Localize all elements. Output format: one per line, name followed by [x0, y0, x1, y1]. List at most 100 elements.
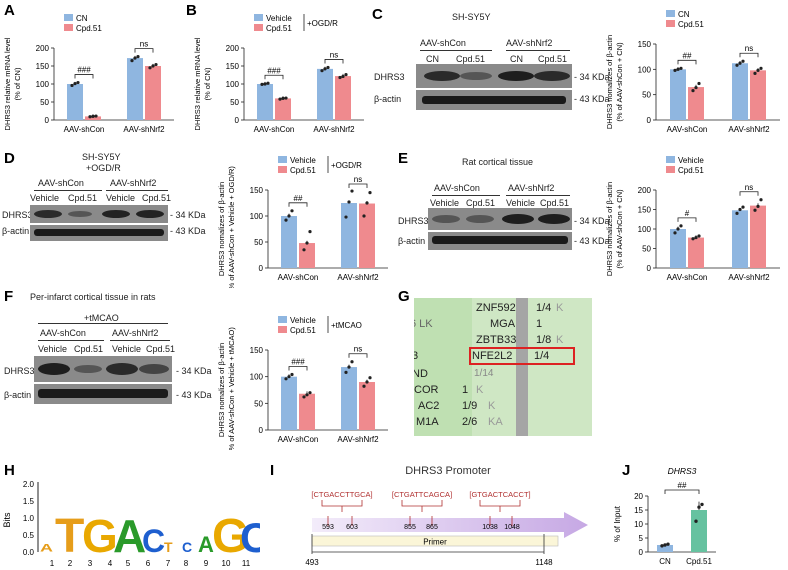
- g-frag-3: ND: [414, 368, 428, 380]
- data-point: [70, 83, 74, 88]
- bar: [299, 393, 315, 430]
- h-ylabel: Bits: [2, 512, 12, 528]
- x-tick-label: AAV-shNrf2: [337, 273, 379, 282]
- data-point: [148, 66, 152, 70]
- data-point: [660, 544, 664, 548]
- data-point: [320, 69, 324, 73]
- legend-extra: +tMCAO: [331, 321, 362, 330]
- blot-d-row-2: β-actin: [2, 226, 30, 236]
- data-point: [753, 208, 757, 212]
- blot-c-lane-2: Cpd.51: [456, 54, 486, 64]
- y-tick-label: 0: [259, 426, 264, 435]
- sig-label: #: [685, 209, 690, 218]
- data-point: [735, 63, 739, 67]
- data-point: [741, 59, 745, 63]
- bar: [732, 210, 748, 268]
- data-point: [759, 66, 763, 70]
- data-point: [302, 248, 306, 252]
- bar: [359, 382, 375, 430]
- bar: [688, 237, 704, 268]
- legend-swatch: [278, 326, 287, 333]
- legend-label: CN: [678, 10, 690, 19]
- bar: [335, 76, 351, 120]
- y-tick-label: 0: [647, 264, 652, 273]
- data-point: [284, 218, 288, 222]
- panel-letter-d: D: [4, 150, 15, 167]
- g-ext-6: K: [476, 384, 484, 396]
- g-val-1: 1/4: [536, 302, 552, 314]
- blot-f-cell: Per-infarct cortical tissue in rats: [30, 292, 156, 302]
- sig-label: ns: [745, 183, 753, 192]
- g-gene-2: MGA: [490, 318, 516, 330]
- panel-letter-j: J: [622, 462, 631, 479]
- data-point: [305, 241, 309, 245]
- blot-e-image: [428, 208, 572, 250]
- blot-c-row-1: DHRS3: [374, 72, 405, 82]
- svg-text:593: 593: [322, 524, 334, 531]
- blot-f-cond-1: AAV-shCon: [40, 328, 86, 338]
- y-axis-label-2: (% of AAV-shCon + Vehicle + OGD/R): [227, 166, 236, 288]
- bar: [257, 84, 273, 120]
- panel-letter-f: F: [4, 288, 14, 305]
- blot-e-lane-3: Vehicle: [506, 198, 536, 208]
- blot-e-row-1: DHRS3: [398, 216, 429, 226]
- h-letter-c: C: [142, 523, 165, 559]
- blot-f-size-1: - 34 KDa: [176, 366, 212, 376]
- sig-bracket: [264, 74, 284, 80]
- g-ext-3: K: [556, 334, 564, 346]
- bar: [341, 203, 357, 268]
- data-point: [365, 201, 369, 205]
- data-point: [362, 214, 366, 218]
- bar: [317, 68, 333, 120]
- blot-f-row-1: DHRS3: [4, 366, 35, 376]
- data-point: [278, 97, 282, 101]
- data-point: [338, 75, 342, 80]
- h-ytick-2: 1.0: [23, 514, 35, 523]
- legend-label: Vehicle: [290, 156, 316, 165]
- data-point: [263, 82, 267, 86]
- bar: [299, 243, 315, 268]
- g-highlight-box: [469, 347, 575, 365]
- sig-label: ##: [678, 481, 687, 490]
- h-letter-t: T: [55, 510, 84, 563]
- y-tick-label: 5: [639, 534, 644, 543]
- x-tick-label: AAV-shCon: [64, 125, 105, 134]
- sig-bracket: [739, 52, 759, 58]
- svg-text:1038: 1038: [482, 524, 498, 531]
- chart-a: DHRS3 relative mRNA level (% of CN) 0 50 100…: [3, 14, 174, 134]
- y-tick-label: 0: [259, 264, 264, 273]
- data-point: [679, 66, 683, 70]
- chart-j: % of Input DHRS3 0 5 10 15 20 CN Cpd.51 ##: [614, 466, 716, 566]
- panel-g-table: 6 LK 3 ND COR AC2 M1A ZNF592 1/4 K MGA 1…: [414, 298, 592, 436]
- data-point: [700, 502, 704, 507]
- g-val-5: 1/14: [474, 368, 494, 379]
- data-point: [73, 82, 77, 86]
- y-tick-label: 0: [639, 548, 644, 557]
- y-tick-label: 200: [36, 44, 50, 53]
- blot-d-cond-2: AAV-shNrf2: [110, 178, 157, 188]
- y-tick-label: 50: [254, 238, 263, 247]
- data-point: [694, 519, 698, 523]
- i-title: DHRS3 Promoter: [405, 465, 491, 477]
- legend-swatch: [278, 156, 287, 163]
- data-point: [287, 214, 291, 218]
- bar: [732, 63, 748, 120]
- blot-c-image: [416, 64, 572, 110]
- sig-bracket: [288, 202, 308, 207]
- bar: [341, 367, 357, 430]
- x-tick-label: AAV-shCon: [278, 435, 319, 444]
- svg-text:1: 1: [50, 559, 55, 568]
- blot-f-lane-1: Vehicle: [38, 344, 68, 354]
- legend-swatch: [278, 316, 287, 323]
- data-point: [323, 67, 327, 71]
- y-axis-label-2: (% of CN): [203, 67, 212, 100]
- data-point: [287, 375, 291, 379]
- data-point: [676, 67, 680, 71]
- y-tick-label: 0: [45, 116, 50, 125]
- y-tick-label: 150: [638, 206, 652, 215]
- blot-f-size-2: - 43 KDa: [176, 390, 212, 400]
- y-tick-label: 100: [250, 212, 264, 221]
- blot-d-cond-extra: +OGD/R: [86, 163, 121, 173]
- legend-swatch: [666, 20, 675, 27]
- blot-d-lane-4: Cpd.51: [142, 193, 172, 203]
